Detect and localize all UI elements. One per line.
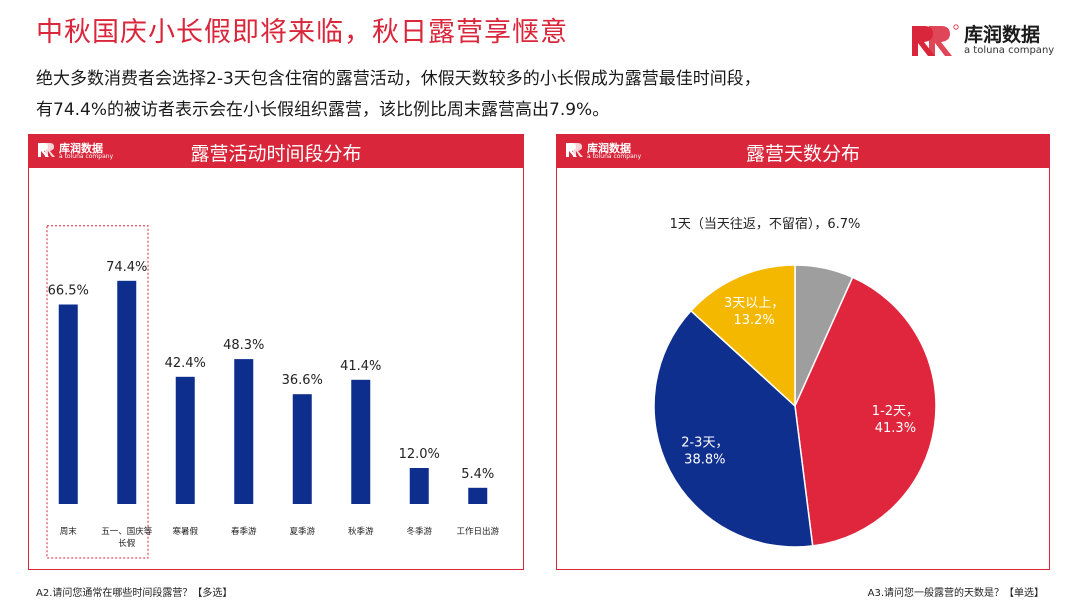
x-tick-label: 秋季游 <box>348 526 374 537</box>
brand-name: 库润数据 <box>964 24 1041 46</box>
bar-chart-question-note: A2.请问您通常在哪些时间段露营？【多选】 <box>36 588 233 599</box>
brand-logo: 库润数据 a toluna company <box>908 20 1068 60</box>
pie-slice <box>794 276 937 547</box>
panel-logo-name: 库润数据 <box>587 142 631 155</box>
pie-slice <box>689 264 796 408</box>
bar <box>409 468 429 504</box>
pie-slice <box>653 309 814 548</box>
x-tick-label: 寒暑假 <box>172 526 198 537</box>
pie-chart-question-note: A3.请问您一般露营的天数是？【单选】 <box>867 588 1044 599</box>
bar-value-label: 66.5% <box>48 284 89 299</box>
bar <box>117 280 137 504</box>
intro-line-2: 有74.4%的被访者表示会在小长假组织露营，该比例比周末露营高出7.9%。 <box>36 100 610 120</box>
x-tick-label: 春季游 <box>231 526 257 537</box>
bar <box>234 359 254 504</box>
bar-value-label: 12.0% <box>399 447 440 462</box>
bar-value-label: 41.4% <box>340 359 381 374</box>
pie-slice-label: 1-2天， <box>872 404 919 419</box>
pie-chart: 1天（当天往返，不留宿），6.7% 1-2天， 41.3% 2-3天， 38.8% 3天以… <box>653 216 937 548</box>
pie-slice-label: 2-3天， <box>681 436 728 451</box>
brand-logo-icon <box>912 24 959 56</box>
panel-logo: 库润数据 a toluna company <box>37 142 147 164</box>
panel-logo-name: 库润数据 <box>59 142 103 155</box>
panel-logo-icon <box>38 143 55 157</box>
highlight-box <box>46 225 149 559</box>
bar <box>351 379 371 504</box>
bar-value-label: 5.4% <box>461 467 494 482</box>
x-tick-label: 长假 <box>118 538 136 549</box>
page-title: 中秋国庆小长假即将来临，秋日露营享惬意 <box>36 17 568 48</box>
x-tick-label: 工作日出游 <box>456 526 499 537</box>
pie-slice-label: 3天以上， <box>724 296 784 311</box>
x-tick-label: 夏季游 <box>289 526 315 537</box>
bar <box>292 394 312 504</box>
x-tick-label: 冬季游 <box>406 526 432 537</box>
intro-text: 绝大多数消费者会选择2-3天包含住宿的露营活动，休假天数较多的小长假成为露营最佳… <box>36 64 761 126</box>
pie-chart-header: 库润数据 a toluna company 露营天数分布 <box>557 135 1049 168</box>
panel-logo-tagline: a toluna company <box>587 153 642 160</box>
panel-logo-tagline: a toluna company <box>59 153 114 160</box>
bar <box>468 487 488 504</box>
bar <box>175 376 195 504</box>
pie-slice-label: 13.2% <box>733 313 774 328</box>
panel-logo: 库润数据 a toluna company <box>565 142 675 164</box>
intro-line-1: 绝大多数消费者会选择2-3天包含住宿的露营活动，休假天数较多的小长假成为露营最佳… <box>36 69 761 89</box>
bar-value-label: 42.4% <box>165 356 206 371</box>
pie-chart-panel: 库润数据 a toluna company 露营天数分布 1天（当天往返，不留宿… <box>556 134 1050 570</box>
x-tick-label: 周末 <box>60 526 78 537</box>
pie-slice-label: 1天（当天往返，不留宿），6.7% <box>670 216 861 232</box>
bar-chart-title: 露营活动时间段分布 <box>190 143 362 165</box>
pie-chart-title: 露营天数分布 <box>745 143 860 165</box>
bar-chart-panel: 库润数据 a toluna company 露营活动时间段分布 66.5% 周末 7… <box>28 134 524 570</box>
bar-value-label: 48.3% <box>223 338 264 353</box>
bar-value-label: 74.4% <box>106 260 147 275</box>
bar-chart-header: 库润数据 a toluna company 露营活动时间段分布 <box>29 135 523 168</box>
pie-slice-label: 41.3% <box>875 421 916 436</box>
panel-logo-icon <box>566 143 583 157</box>
bar <box>58 304 78 504</box>
pie-slice-label: 38.8% <box>684 453 725 468</box>
x-tick-label: 五一、国庆等 <box>101 526 153 537</box>
brand-tagline: a toluna company <box>964 45 1055 56</box>
bar-value-label: 36.6% <box>282 373 323 388</box>
